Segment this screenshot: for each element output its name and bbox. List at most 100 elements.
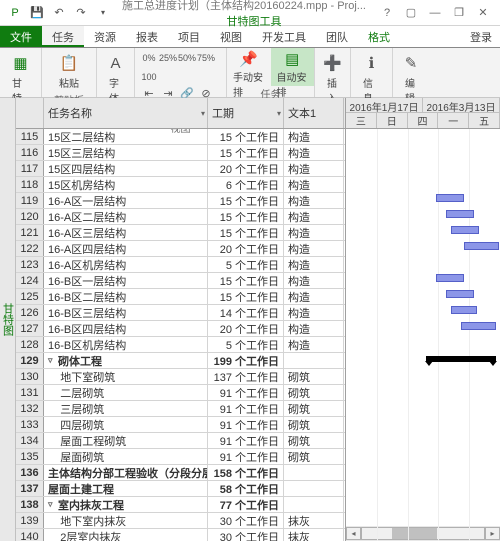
table-row[interactable]: 130 地下室砌筑137 个工作日砌筑 bbox=[16, 369, 345, 385]
save-icon[interactable]: 💾 bbox=[28, 4, 46, 22]
table-row[interactable]: 11715区四层结构20 个工作日构造 bbox=[16, 161, 345, 177]
cell-name[interactable]: 地下室砌筑 bbox=[44, 369, 208, 384]
cell-text1[interactable]: 砌筑 bbox=[284, 449, 344, 464]
cell-name[interactable]: 屋面工程砌筑 bbox=[44, 433, 208, 448]
tab-view[interactable]: 视图 bbox=[210, 26, 252, 47]
cell-text1[interactable]: 构造 bbox=[284, 305, 344, 320]
cell-duration[interactable]: 30 个工作日 bbox=[208, 529, 284, 541]
table-row[interactable]: 12416-B区一层结构15 个工作日构造 bbox=[16, 273, 345, 289]
cell-name[interactable]: 二层砌筑 bbox=[44, 385, 208, 400]
cell-text1[interactable] bbox=[284, 465, 344, 480]
cell-name[interactable]: 16-A区四层结构 bbox=[44, 241, 208, 256]
table-row[interactable]: 11515区二层结构15 个工作日构造 bbox=[16, 129, 345, 145]
pct100-icon[interactable]: 100 bbox=[141, 69, 157, 85]
close-icon[interactable]: ✕ bbox=[472, 4, 494, 22]
manual-schedule-button[interactable]: 📌手动安排 bbox=[227, 48, 271, 86]
cell-text1[interactable]: 砌筑 bbox=[284, 385, 344, 400]
table-row[interactable]: 134 屋面工程砌筑91 个工作日砌筑 bbox=[16, 433, 345, 449]
pct0-icon[interactable]: 0% bbox=[141, 50, 157, 66]
cell-name[interactable]: 15区二层结构 bbox=[44, 129, 208, 144]
cell-text1[interactable] bbox=[284, 353, 344, 368]
cell-text1[interactable]: 构造 bbox=[284, 177, 344, 192]
cell-duration[interactable]: 14 个工作日 bbox=[208, 305, 284, 320]
cell-name[interactable]: 16-A区二层结构 bbox=[44, 209, 208, 224]
table-row[interactable]: 12116-A区三层结构15 个工作日构造 bbox=[16, 225, 345, 241]
rownum-header[interactable] bbox=[16, 98, 44, 128]
cell-duration[interactable]: 91 个工作日 bbox=[208, 385, 284, 400]
cell-name[interactable]: 16-B区一层结构 bbox=[44, 273, 208, 288]
paste-button[interactable]: 📋粘贴 bbox=[48, 50, 90, 92]
cell-duration[interactable]: 158 个工作日 bbox=[208, 465, 284, 480]
cell-text1[interactable]: 构造 bbox=[284, 257, 344, 272]
minimize-icon[interactable]: — bbox=[424, 4, 446, 22]
cell-name[interactable]: 16-A区机房结构 bbox=[44, 257, 208, 272]
cell-name[interactable]: 15区四层结构 bbox=[44, 161, 208, 176]
cell-text1[interactable]: 构造 bbox=[284, 161, 344, 176]
table-row[interactable]: 136主体结构分部工程验收（分段分层）158 个工作日 bbox=[16, 465, 345, 481]
tab-task[interactable]: 任务 bbox=[42, 26, 84, 47]
table-row[interactable]: 12616-B区三层结构14 个工作日构造 bbox=[16, 305, 345, 321]
restore-icon[interactable]: ❐ bbox=[448, 4, 470, 22]
scroll-left-icon[interactable]: ◂ bbox=[346, 527, 361, 540]
cell-name[interactable]: 三层砌筑 bbox=[44, 401, 208, 416]
cell-text1[interactable]: 砌筑 bbox=[284, 417, 344, 432]
table-row[interactable]: 135 屋面砌筑91 个工作日砌筑 bbox=[16, 449, 345, 465]
cell-name[interactable]: 地下室内抹灰 bbox=[44, 513, 208, 528]
tab-file[interactable]: 文件 bbox=[0, 26, 42, 47]
login-link[interactable]: 登录 bbox=[462, 26, 500, 47]
cell-duration[interactable]: 199 个工作日 bbox=[208, 353, 284, 368]
cell-duration[interactable]: 15 个工作日 bbox=[208, 193, 284, 208]
gantt-bar[interactable] bbox=[436, 194, 464, 202]
ribbon-toggle-icon[interactable]: ▢ bbox=[400, 4, 422, 22]
table-row[interactable]: 131 二层砌筑91 个工作日砌筑 bbox=[16, 385, 345, 401]
cell-duration[interactable]: 15 个工作日 bbox=[208, 225, 284, 240]
qat-dropdown-icon[interactable]: ▾ bbox=[94, 4, 112, 22]
cell-duration[interactable]: 91 个工作日 bbox=[208, 433, 284, 448]
cell-name[interactable]: ▿室内抹灰工程 bbox=[44, 497, 208, 512]
cell-text1[interactable] bbox=[284, 497, 344, 512]
cell-name[interactable]: 屋面砌筑 bbox=[44, 449, 208, 464]
cell-name[interactable]: 15区三层结构 bbox=[44, 145, 208, 160]
cell-name[interactable]: 屋面土建工程 bbox=[44, 481, 208, 496]
cell-name[interactable]: 16-B区二层结构 bbox=[44, 289, 208, 304]
table-row[interactable]: 12016-A区二层结构15 个工作日构造 bbox=[16, 209, 345, 225]
table-row[interactable]: 129▿砌体工程199 个工作日 bbox=[16, 353, 345, 369]
cell-duration[interactable]: 6 个工作日 bbox=[208, 177, 284, 192]
tab-resource[interactable]: 资源 bbox=[84, 26, 126, 47]
scroll-right-icon[interactable]: ▸ bbox=[485, 527, 500, 540]
cell-duration[interactable]: 137 个工作日 bbox=[208, 369, 284, 384]
cell-duration[interactable]: 91 个工作日 bbox=[208, 449, 284, 464]
cell-text1[interactable] bbox=[284, 481, 344, 496]
table-row[interactable]: 138▿室内抹灰工程77 个工作日 bbox=[16, 497, 345, 513]
table-row[interactable]: 132 三层砌筑91 个工作日砌筑 bbox=[16, 401, 345, 417]
table-row[interactable]: 12316-A区机房结构5 个工作日构造 bbox=[16, 257, 345, 273]
cell-duration[interactable]: 91 个工作日 bbox=[208, 401, 284, 416]
table-row[interactable]: 11916-A区一层结构15 个工作日构造 bbox=[16, 193, 345, 209]
cell-name[interactable]: 16-B区三层结构 bbox=[44, 305, 208, 320]
cell-text1[interactable]: 构造 bbox=[284, 193, 344, 208]
cell-name[interactable]: 四层砌筑 bbox=[44, 417, 208, 432]
cell-duration[interactable]: 15 个工作日 bbox=[208, 209, 284, 224]
cell-duration[interactable]: 15 个工作日 bbox=[208, 145, 284, 160]
cell-text1[interactable]: 砌筑 bbox=[284, 433, 344, 448]
cell-text1[interactable]: 构造 bbox=[284, 209, 344, 224]
cell-text1[interactable]: 构造 bbox=[284, 225, 344, 240]
cell-duration[interactable]: 20 个工作日 bbox=[208, 161, 284, 176]
cell-text1[interactable]: 抹灰 bbox=[284, 513, 344, 528]
cell-text1[interactable]: 构造 bbox=[284, 273, 344, 288]
gantt-summary-bar[interactable] bbox=[426, 356, 496, 362]
col-name[interactable]: 任务名称▾ bbox=[44, 98, 208, 128]
cell-text1[interactable]: 砌筑 bbox=[284, 369, 344, 384]
pct50-icon[interactable]: 50% bbox=[179, 50, 195, 66]
gantt-bar[interactable] bbox=[451, 306, 477, 314]
tab-format[interactable]: 格式 bbox=[358, 26, 400, 47]
table-row[interactable]: 137屋面土建工程58 个工作日 bbox=[16, 481, 345, 497]
table-row[interactable]: 11815区机房结构6 个工作日构造 bbox=[16, 177, 345, 193]
gantt-bar[interactable] bbox=[461, 322, 496, 330]
pct25-icon[interactable]: 25% bbox=[160, 50, 176, 66]
gantt-bar[interactable] bbox=[436, 274, 464, 282]
table-row[interactable]: 133 四层砌筑91 个工作日砌筑 bbox=[16, 417, 345, 433]
tab-developer[interactable]: 开发工具 bbox=[252, 26, 316, 47]
undo-icon[interactable]: ↶ bbox=[50, 4, 68, 22]
tab-report[interactable]: 报表 bbox=[126, 26, 168, 47]
